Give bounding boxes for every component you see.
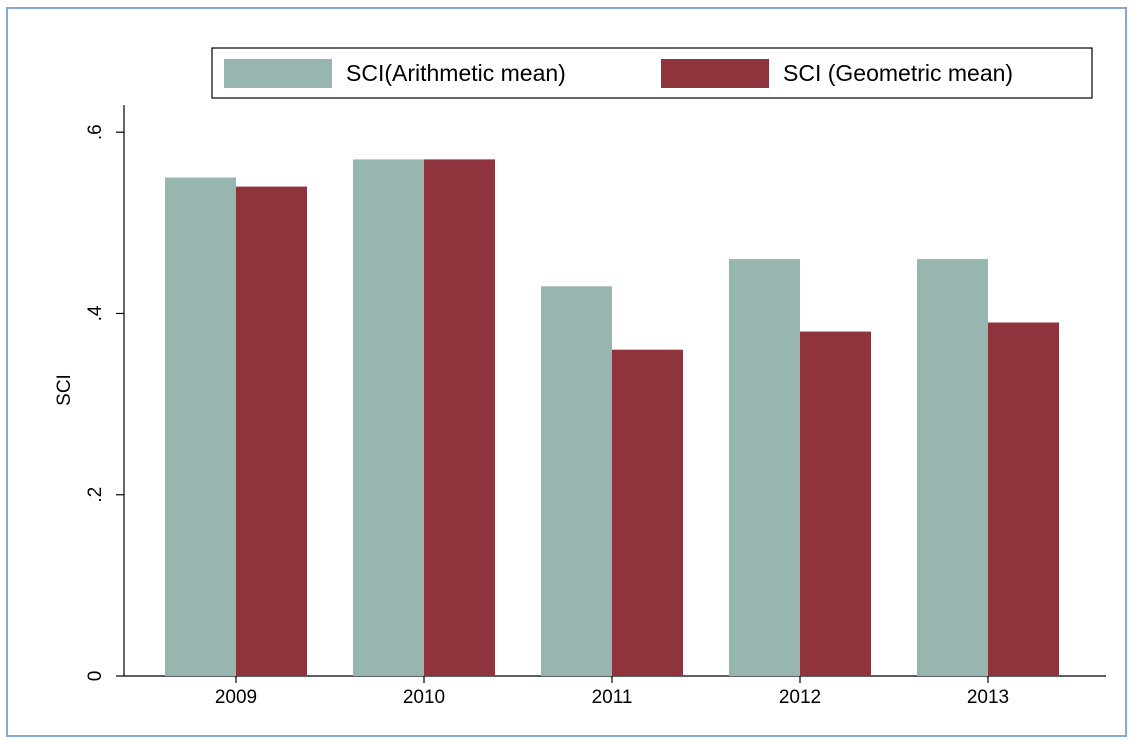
y-tick-label: .2 bbox=[85, 487, 106, 503]
bar bbox=[424, 159, 495, 676]
legend-swatch bbox=[661, 59, 769, 88]
bar bbox=[917, 259, 988, 676]
legend-box bbox=[211, 47, 1093, 99]
bar bbox=[800, 331, 871, 676]
x-tick-label: 2011 bbox=[592, 687, 633, 708]
bar bbox=[729, 259, 800, 676]
legend-label: SCI (Geometric mean) bbox=[783, 60, 1013, 86]
bar bbox=[236, 186, 307, 677]
legend-label: SCI(Arithmetic mean) bbox=[346, 60, 566, 86]
legend-swatch bbox=[224, 59, 332, 88]
y-axis-label: SCI bbox=[54, 374, 75, 406]
bar bbox=[612, 349, 683, 676]
x-tick-label: 2010 bbox=[403, 687, 445, 708]
y-tick-label: .6 bbox=[85, 124, 106, 140]
bar bbox=[165, 177, 236, 676]
bar bbox=[541, 286, 612, 676]
y-tick-label: 0 bbox=[85, 671, 106, 682]
x-tick-label: 2012 bbox=[779, 687, 821, 708]
bar bbox=[353, 159, 424, 676]
y-tick-label: .4 bbox=[85, 305, 106, 321]
x-tick-label: 2009 bbox=[215, 687, 257, 708]
bar bbox=[988, 322, 1059, 676]
x-tick-label: 2013 bbox=[967, 687, 1009, 708]
